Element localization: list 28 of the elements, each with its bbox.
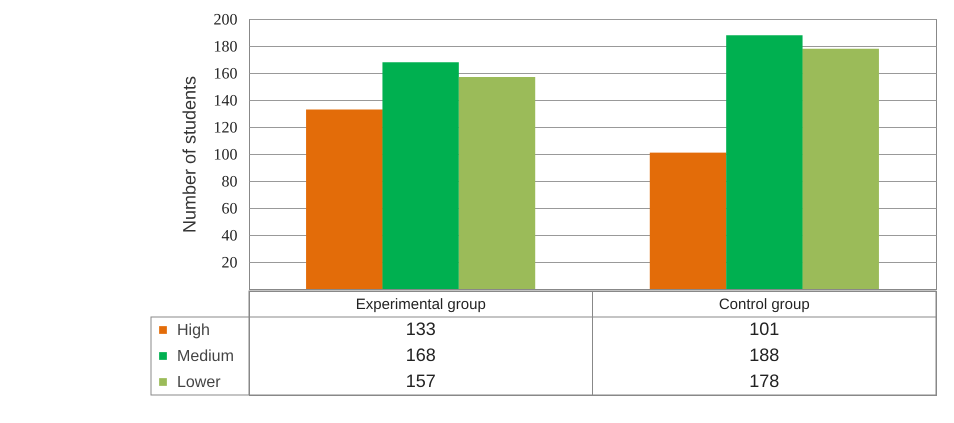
bar bbox=[458, 77, 536, 289]
data-label: 188 bbox=[749, 345, 780, 365]
y-tick-label: 60 bbox=[222, 200, 238, 218]
x-tick-label: Control group bbox=[718, 296, 810, 313]
data-label: 157 bbox=[406, 371, 436, 391]
legend-label: Lower bbox=[177, 374, 222, 391]
bar bbox=[382, 62, 459, 289]
y-tick-label: 200 bbox=[214, 12, 238, 28]
legend-label: High bbox=[177, 322, 210, 339]
y-tick-label: 20 bbox=[222, 254, 238, 272]
bar bbox=[650, 152, 726, 289]
y-tick-label: 40 bbox=[222, 228, 238, 244]
bar bbox=[726, 35, 803, 289]
y-tick-label: 140 bbox=[214, 92, 238, 110]
legend-label: Medium bbox=[177, 348, 234, 365]
data-label: 168 bbox=[406, 345, 436, 365]
data-label: 178 bbox=[749, 371, 780, 391]
data-label: 101 bbox=[749, 319, 780, 339]
y-tick-label: 100 bbox=[214, 146, 238, 164]
y-tick-label: 160 bbox=[214, 66, 238, 82]
y-tick-label: 80 bbox=[222, 174, 238, 190]
bar bbox=[802, 48, 879, 289]
x-tick-label: Experimental group bbox=[356, 296, 486, 313]
y-tick-label: 180 bbox=[214, 38, 238, 56]
y-tick-label: 120 bbox=[214, 120, 238, 136]
y-axis-title: Number of students bbox=[180, 76, 200, 234]
data-label: 133 bbox=[406, 319, 436, 339]
bar bbox=[306, 109, 382, 289]
